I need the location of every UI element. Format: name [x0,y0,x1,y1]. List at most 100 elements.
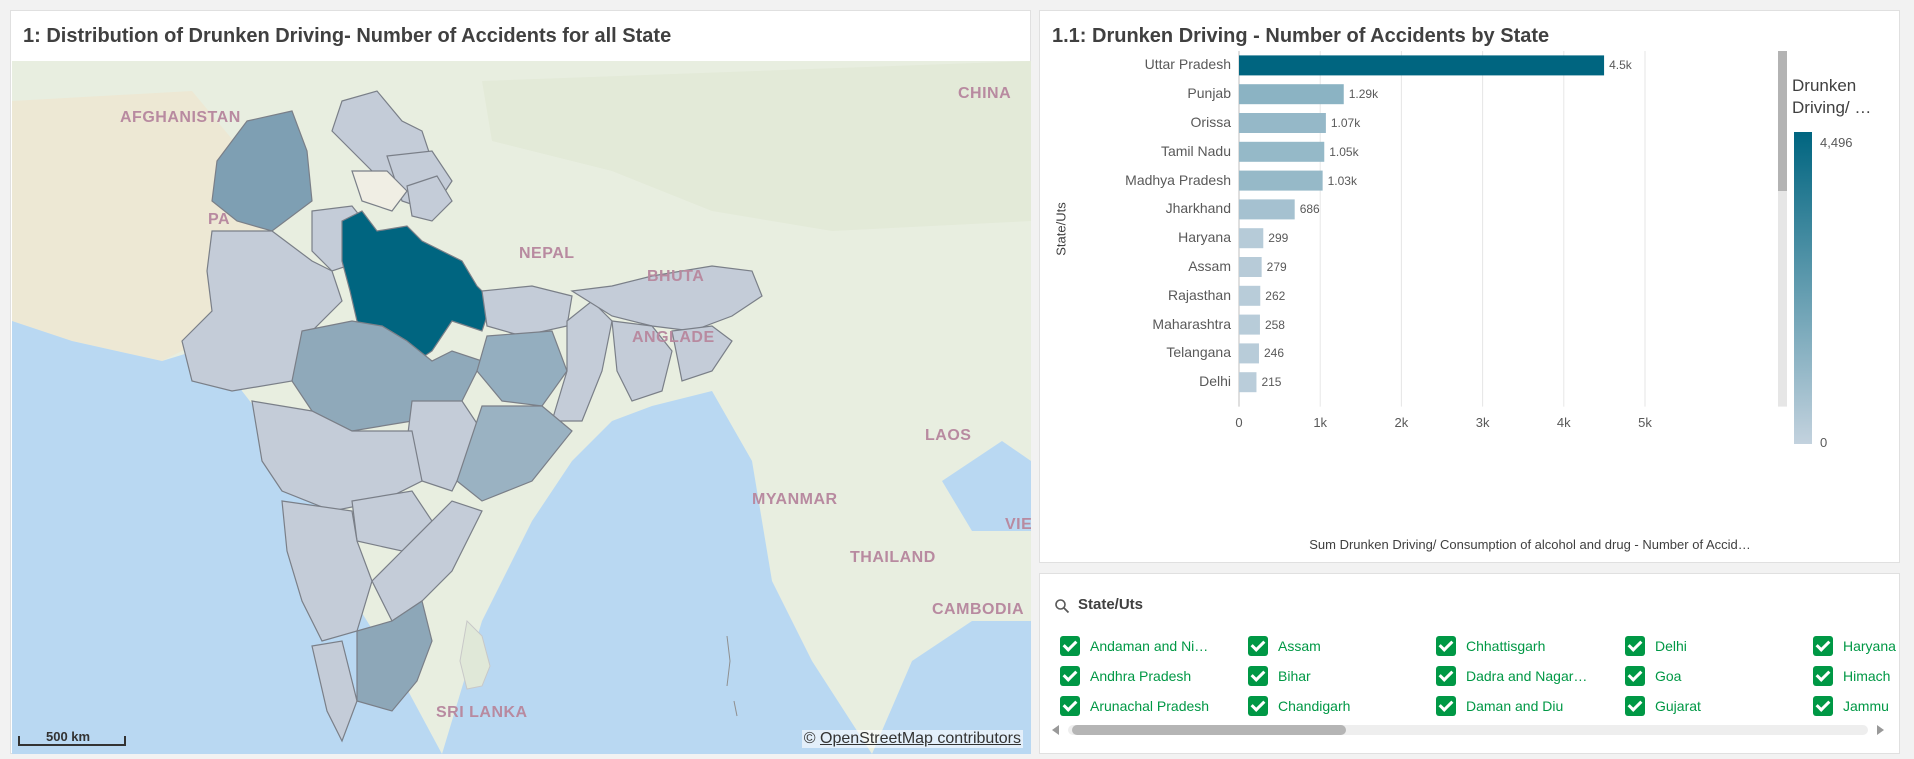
map-state-himachal[interactable] [351,170,408,212]
map-attribution-link[interactable]: OpenStreetMap contributors [820,730,1021,747]
checkbox-checked-icon[interactable] [1060,666,1080,686]
filter-item[interactable]: Haryana [1813,634,1896,658]
category-label[interactable]: Delhi [1199,373,1231,390]
bar-haryana[interactable] [1239,228,1264,249]
map-label-cambodia: CAMBODIA [932,601,1024,618]
filter-item-label[interactable]: Andaman and Ni… [1090,638,1209,654]
bar-rajasthan[interactable] [1239,285,1261,306]
legend-title-line1: Drunken [1792,76,1857,95]
category-label[interactable]: Telangana [1166,344,1231,361]
category-label[interactable]: Uttar Pradesh [1144,56,1231,73]
filter-item-label[interactable]: Haryana [1843,638,1896,654]
scroll-right-icon[interactable] [1877,725,1884,735]
checkbox-checked-icon[interactable] [1436,636,1456,656]
filter-item-label[interactable]: Daman and Diu [1466,698,1564,714]
bar-punjab[interactable] [1239,84,1344,105]
scrollbar-track[interactable] [1068,725,1868,735]
bar-tamil-nadu[interactable] [1239,141,1325,162]
filter-item[interactable]: Chhattisgarh [1436,634,1545,658]
filter-item[interactable]: Goa [1625,664,1681,688]
filter-item[interactable]: Bihar [1248,664,1311,688]
bar-maharashtra[interactable] [1239,314,1260,335]
filter-item-label[interactable]: Delhi [1655,638,1687,654]
map-state-orissa[interactable] [456,405,573,502]
filter-item[interactable]: Daman and Diu [1436,694,1563,718]
category-label[interactable]: Jharkhand [1165,200,1231,217]
map-svg[interactable] [12,61,1031,754]
map-state-tamil-nadu[interactable] [356,600,433,712]
legend-max-label: 4,496 [1820,135,1853,150]
bar-assam[interactable] [1239,257,1262,277]
map-state-andhra-pradesh[interactable] [371,500,483,622]
filter-item[interactable]: Andaman and Ni… [1060,634,1208,658]
bar-uttar-pradesh[interactable] [1239,55,1605,76]
checkbox-checked-icon[interactable] [1625,666,1645,686]
filter-item-label[interactable]: Arunachal Pradesh [1090,698,1210,714]
bar-jharkhand[interactable] [1239,199,1295,220]
filter-item-label[interactable]: Bihar [1278,668,1311,684]
category-label[interactable]: Orissa [1190,114,1231,130]
checkbox-checked-icon[interactable] [1625,696,1645,716]
map-state-arunachal[interactable] [570,265,763,332]
category-label[interactable]: Madhya Pradesh [1125,171,1231,188]
checkbox-checked-icon[interactable] [1060,636,1080,656]
filter-item[interactable]: Assam [1248,634,1321,658]
filter-item-label[interactable]: Jammu [1843,698,1889,714]
scrollbar-thumb[interactable] [1072,725,1346,735]
map-state-manipur[interactable] [671,325,733,382]
filter-item-label[interactable]: Chandigarh [1278,698,1351,714]
category-label[interactable]: Maharashtra [1152,315,1231,332]
checkbox-checked-icon[interactable] [1248,636,1268,656]
filter-item[interactable]: Chandigarh [1248,694,1350,718]
filter-item-label[interactable]: Goa [1655,668,1682,684]
filter-scrollbar[interactable] [1052,722,1888,738]
bar-delhi[interactable] [1239,372,1257,393]
map-gulf-of-tonkin [942,441,1031,531]
scroll-left-icon[interactable] [1052,725,1059,735]
map-state-maharashtra[interactable] [251,400,423,512]
filter-item[interactable]: Jammu [1813,694,1889,718]
filter-item-label[interactable]: Assam [1278,638,1321,654]
checkbox-checked-icon[interactable] [1625,636,1645,656]
checkbox-checked-icon[interactable] [1436,666,1456,686]
filter-item[interactable]: Arunachal Pradesh [1060,694,1209,718]
category-label[interactable]: Tamil Nadu [1160,142,1231,159]
filter-panel: State/Uts Andaman and Ni… Andhra Pradesh A… [1039,573,1900,754]
bar-chart-svg[interactable] [1040,11,1901,564]
bar-chart-xlabel: Sum Drunken Driving/ Consumption of alco… [1309,537,1751,552]
filter-item[interactable]: Gujarat [1625,694,1701,718]
filter-item[interactable]: Dadra and Nagar… [1436,664,1587,688]
category-label[interactable]: Haryana [1178,229,1231,246]
bar-orissa[interactable] [1239,113,1326,133]
search-icon[interactable] [1054,598,1070,619]
bar-madhya-pradesh[interactable] [1239,170,1323,191]
filter-item[interactable]: Delhi [1625,634,1687,658]
filter-item-label[interactable]: Gujarat [1655,698,1701,714]
checkbox-checked-icon[interactable] [1813,696,1833,716]
category-label[interactable]: Rajasthan [1167,286,1231,303]
filter-item-label[interactable]: Chhattisgarh [1466,638,1546,654]
filter-item-label[interactable]: Himach [1843,668,1891,684]
map-state-uttarakhand[interactable] [406,175,453,222]
chart-scrollbar-track[interactable] [1778,51,1787,407]
map-label-vietnam: VIE [1005,516,1031,533]
category-label[interactable]: Assam [1188,258,1231,274]
filter-item[interactable]: Andhra Pradesh [1060,664,1191,688]
checkbox-checked-icon[interactable] [1248,666,1268,686]
checkbox-checked-icon[interactable] [1813,636,1833,656]
filter-item-label[interactable]: Andhra Pradesh [1090,668,1192,684]
map-states[interactable] [181,90,763,743]
filter-item[interactable]: Himach [1813,664,1890,688]
chart-scrollbar-thumb[interactable] [1778,51,1787,191]
checkbox-checked-icon[interactable] [1248,696,1268,716]
checkbox-checked-icon[interactable] [1060,696,1080,716]
checkbox-checked-icon[interactable] [1813,666,1833,686]
bar-telangana[interactable] [1239,343,1259,364]
map-state-assam-south[interactable] [611,320,673,402]
map-state-kerala[interactable] [311,640,358,743]
filter-item-label[interactable]: Dadra and Nagar… [1466,668,1588,684]
map-state-bihar[interactable] [481,285,573,337]
checkbox-checked-icon[interactable] [1436,696,1456,716]
map-canvas[interactable]: AFGHANISTAN PA CHINA NEPAL BHUTA ANGLADE… [12,61,1031,754]
category-label[interactable]: Punjab [1187,85,1231,102]
